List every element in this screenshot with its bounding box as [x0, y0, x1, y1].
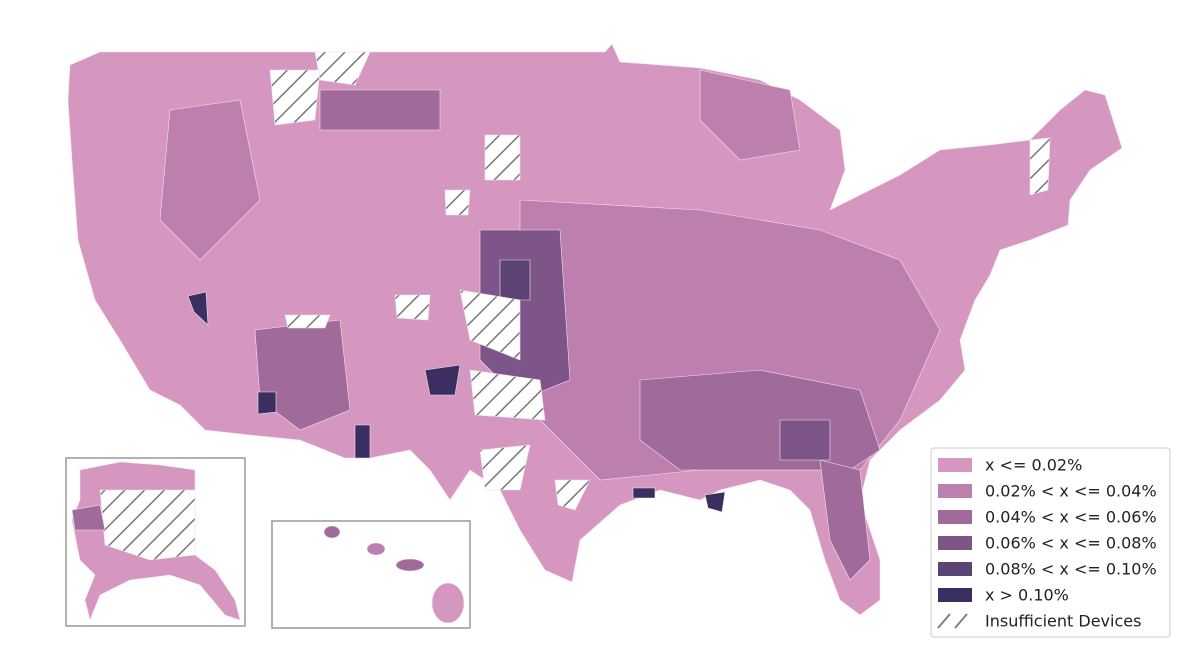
legend-swatch: [938, 562, 972, 576]
legend-label: x <= 0.02%: [985, 456, 1082, 475]
hatch-wy: [269, 69, 321, 126]
alaska-inset: [65, 457, 246, 627]
region-nw: [159, 99, 261, 261]
alaska-hatch: [99, 489, 196, 561]
hatch-ks2: [444, 189, 471, 216]
legend-label: x > 0.10%: [985, 586, 1069, 605]
region-ks: [499, 259, 531, 301]
hatch-co: [394, 294, 431, 321]
legend-label: 0.06% < x <= 0.08%: [985, 534, 1157, 553]
oahu: [366, 542, 386, 556]
legend-label: 0.02% < x <= 0.04%: [985, 482, 1157, 501]
region-la: [704, 491, 726, 513]
legend-swatch: [937, 613, 968, 629]
inset-frame: [271, 520, 471, 629]
hatch-tx3: [554, 479, 591, 511]
legend-swatch: [938, 510, 972, 524]
hatch-line: [937, 613, 951, 629]
region-tx2: [632, 487, 656, 499]
hatch-tx: [469, 369, 546, 421]
legend-swatch: [938, 484, 972, 498]
region-az: [257, 391, 277, 415]
region-mt: [319, 89, 441, 131]
legend-swatch: [938, 536, 972, 550]
legend-swatch: [938, 458, 972, 472]
region-ne: [699, 69, 801, 161]
contiguous-us: [67, 43, 1123, 616]
hatch-ne: [459, 289, 521, 361]
hatch-nd: [484, 134, 521, 181]
region-ga: [779, 419, 831, 461]
hatch-ny: [1029, 137, 1051, 196]
alaska-sw: [71, 504, 106, 531]
big-island: [431, 582, 465, 624]
kauai: [323, 525, 341, 539]
legend-label: 0.04% < x <= 0.06%: [985, 508, 1157, 527]
legend-label: Insufficient Devices: [985, 612, 1141, 631]
hawaii-inset: [271, 520, 471, 629]
molokai-maui: [395, 558, 425, 572]
hatch-wtx: [479, 444, 531, 491]
region-fl: [819, 459, 871, 581]
legend-frame: [930, 447, 1171, 638]
region-tx: [354, 424, 371, 459]
hatch-line: [954, 613, 968, 629]
legend: x <= 0.02% 0.02% < x <= 0.04% 0.04% < x <=…: [930, 447, 1171, 638]
hatch-ut: [284, 314, 331, 329]
legend-swatch: [938, 588, 972, 602]
region-nm: [424, 364, 461, 396]
legend-label: 0.08% < x <= 0.10%: [985, 560, 1157, 579]
region-nv: [187, 291, 209, 326]
inset-frame: [65, 457, 246, 627]
